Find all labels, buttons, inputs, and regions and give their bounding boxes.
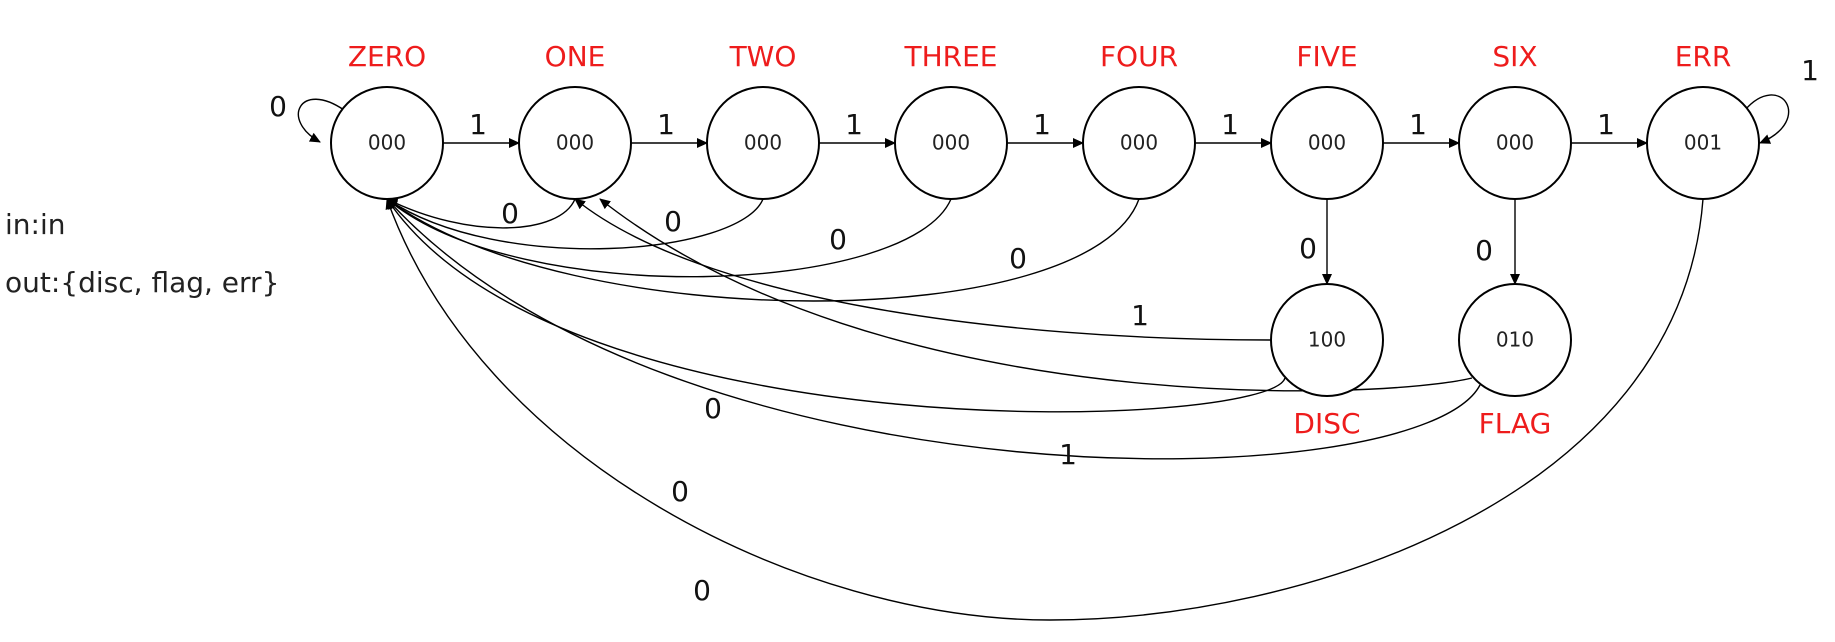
state-output-zero: 000: [368, 131, 406, 155]
transition-err-zero: [385, 198, 1704, 621]
transition-label-one-zero: 0: [501, 197, 519, 230]
state-four: 000 FOUR: [1082, 40, 1196, 200]
transition-label-zero-zero: 0: [269, 90, 287, 123]
state-circle-six: [1458, 86, 1572, 200]
transition-label-two-three: 1: [845, 108, 863, 141]
state-circle-disc: [1270, 283, 1384, 397]
transition-zero-zero: [297, 98, 345, 143]
transition-disc-zero: [386, 198, 1286, 413]
transition-label-flag-one: 1: [1059, 438, 1077, 471]
transition-disc-one: [574, 198, 1272, 341]
state-name-err: ERR: [1675, 40, 1732, 73]
legend-input: in:in: [5, 208, 66, 241]
legend-output: out:{disc, flag, err}: [5, 266, 280, 299]
state-two: 000 TWO: [706, 40, 820, 200]
transition-label-one-two: 1: [657, 108, 675, 141]
transition-flag-zero: [386, 198, 1481, 460]
state-output-four: 000: [1120, 131, 1158, 155]
state-circle-one: [518, 86, 632, 200]
state-output-one: 000: [556, 131, 594, 155]
state-flag: 010 FLAG: [1458, 283, 1572, 440]
state-disc: 100 DISC: [1270, 283, 1384, 440]
transition-one-zero: [386, 198, 576, 229]
transition-label-five-six: 1: [1409, 108, 1427, 141]
state-name-five: FIVE: [1296, 40, 1357, 73]
state-one: 000 ONE: [518, 40, 632, 200]
transition-label-three-zero: 0: [829, 223, 847, 256]
transition-label-disc-zero: 0: [704, 392, 722, 425]
transition-label-three-four: 1: [1033, 108, 1051, 141]
state-circle-zero: [330, 86, 444, 200]
transition-label-err-err: 1: [1801, 54, 1819, 87]
transition-label-flag-zero: 0: [671, 475, 689, 508]
state-name-two: TWO: [729, 40, 797, 73]
state-output-disc: 100: [1308, 328, 1346, 352]
state-name-three: THREE: [904, 40, 998, 73]
state-output-three: 000: [932, 131, 970, 155]
state-name-zero: ZERO: [348, 40, 426, 73]
state-three: 000 THREE: [894, 40, 1008, 200]
transition-label-five-disc: 0: [1299, 232, 1317, 265]
state-circle-err: [1646, 86, 1760, 200]
state-name-disc: DISC: [1293, 407, 1360, 440]
state-six: 000 SIX: [1458, 40, 1572, 200]
state-output-six: 000: [1496, 131, 1534, 155]
transition-two-zero: [386, 198, 764, 250]
state-circle-flag: [1458, 283, 1572, 397]
transition-label-err-zero: 0: [693, 574, 711, 607]
state-name-six: SIX: [1492, 40, 1537, 73]
state-five: 000 FIVE: [1270, 40, 1384, 200]
state-name-one: ONE: [545, 40, 606, 73]
transition-label-six-err: 1: [1597, 108, 1615, 141]
state-output-flag: 010: [1496, 328, 1534, 352]
state-zero: 000 ZERO: [330, 40, 444, 200]
transition-label-two-zero: 0: [664, 205, 682, 238]
transition-label-six-flag: 0: [1475, 234, 1493, 267]
state-circle-three: [894, 86, 1008, 200]
state-circle-five: [1270, 86, 1384, 200]
state-output-err: 001: [1684, 131, 1722, 155]
state-circle-four: [1082, 86, 1196, 200]
transition-flag-one: [599, 198, 1473, 392]
transition-label-disc-one: 1: [1131, 299, 1149, 332]
state-output-five: 000: [1308, 131, 1346, 155]
transition-label-zero-one: 1: [469, 108, 487, 141]
transition-label-four-five: 1: [1221, 108, 1239, 141]
state-circle-two: [706, 86, 820, 200]
transition-err-err: [1744, 94, 1790, 144]
state-name-flag: FLAG: [1479, 407, 1552, 440]
state-name-four: FOUR: [1100, 40, 1178, 73]
transition-four-zero: [386, 198, 1140, 302]
state-err: 001 ERR: [1646, 40, 1760, 200]
state-output-two: 000: [744, 131, 782, 155]
transition-label-four-zero: 0: [1009, 242, 1027, 275]
